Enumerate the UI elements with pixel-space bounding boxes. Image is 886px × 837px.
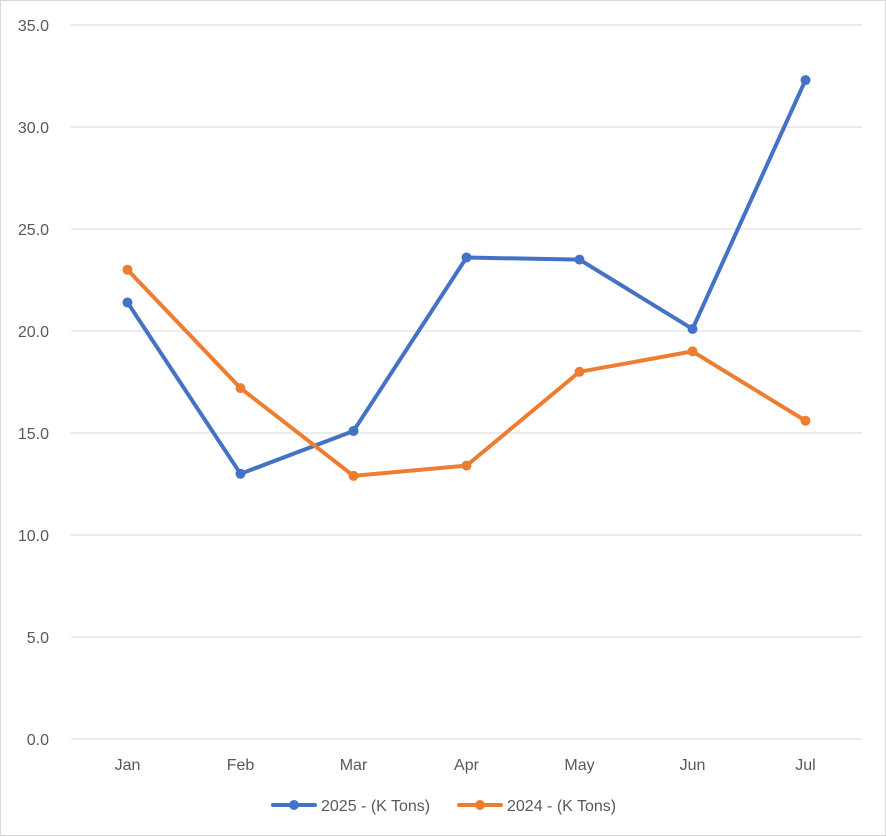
legend-swatch-marker [475, 800, 485, 810]
x-tick-label: Jun [680, 757, 706, 774]
data-point [800, 75, 811, 86]
y-axis-tick-labels: 0.0 5.0 10.0 15.0 20.0 25.0 30.0 35.0 [18, 18, 49, 749]
y-tick-label: 20.0 [18, 324, 49, 341]
x-tick-label: May [564, 757, 594, 774]
data-point [574, 366, 585, 377]
data-point [800, 415, 811, 426]
legend-label: 2024 - (K Tons) [507, 798, 616, 815]
x-tick-label: Apr [454, 757, 480, 774]
x-tick-label: Jan [115, 757, 141, 774]
data-point [122, 264, 133, 275]
series-0 [122, 75, 811, 479]
legend-item: 2025 - (K Tons) [271, 798, 430, 815]
data-point [687, 323, 698, 334]
gridlines [71, 24, 862, 740]
data-point [235, 383, 246, 394]
data-point [235, 468, 246, 479]
legend-item: 2024 - (K Tons) [457, 798, 616, 815]
legend: 2025 - (K Tons) 2024 - (K Tons) [271, 798, 616, 815]
y-tick-label: 15.0 [18, 426, 49, 443]
x-tick-label: Jul [795, 757, 815, 774]
data-point [348, 425, 359, 436]
series-line [125, 78, 808, 476]
data-point [348, 470, 359, 481]
series-lines [122, 75, 811, 481]
x-tick-label: Feb [227, 757, 255, 774]
legend-label: 2025 - (K Tons) [321, 798, 430, 815]
series-1 [122, 264, 811, 481]
data-point [574, 254, 585, 265]
data-point [461, 252, 472, 263]
x-axis-tick-labels: Jan Feb Mar Apr May Jun Jul [115, 757, 816, 774]
data-point [122, 297, 133, 308]
y-tick-label: 10.0 [18, 528, 49, 545]
data-point [687, 346, 698, 357]
y-tick-label: 5.0 [27, 630, 49, 647]
x-tick-label: Mar [340, 757, 368, 774]
y-tick-label: 35.0 [18, 18, 49, 35]
y-tick-label: 0.0 [27, 732, 49, 749]
data-point [461, 460, 472, 471]
legend-swatch-marker [289, 800, 299, 810]
y-tick-label: 25.0 [18, 222, 49, 239]
y-tick-label: 30.0 [18, 120, 49, 137]
